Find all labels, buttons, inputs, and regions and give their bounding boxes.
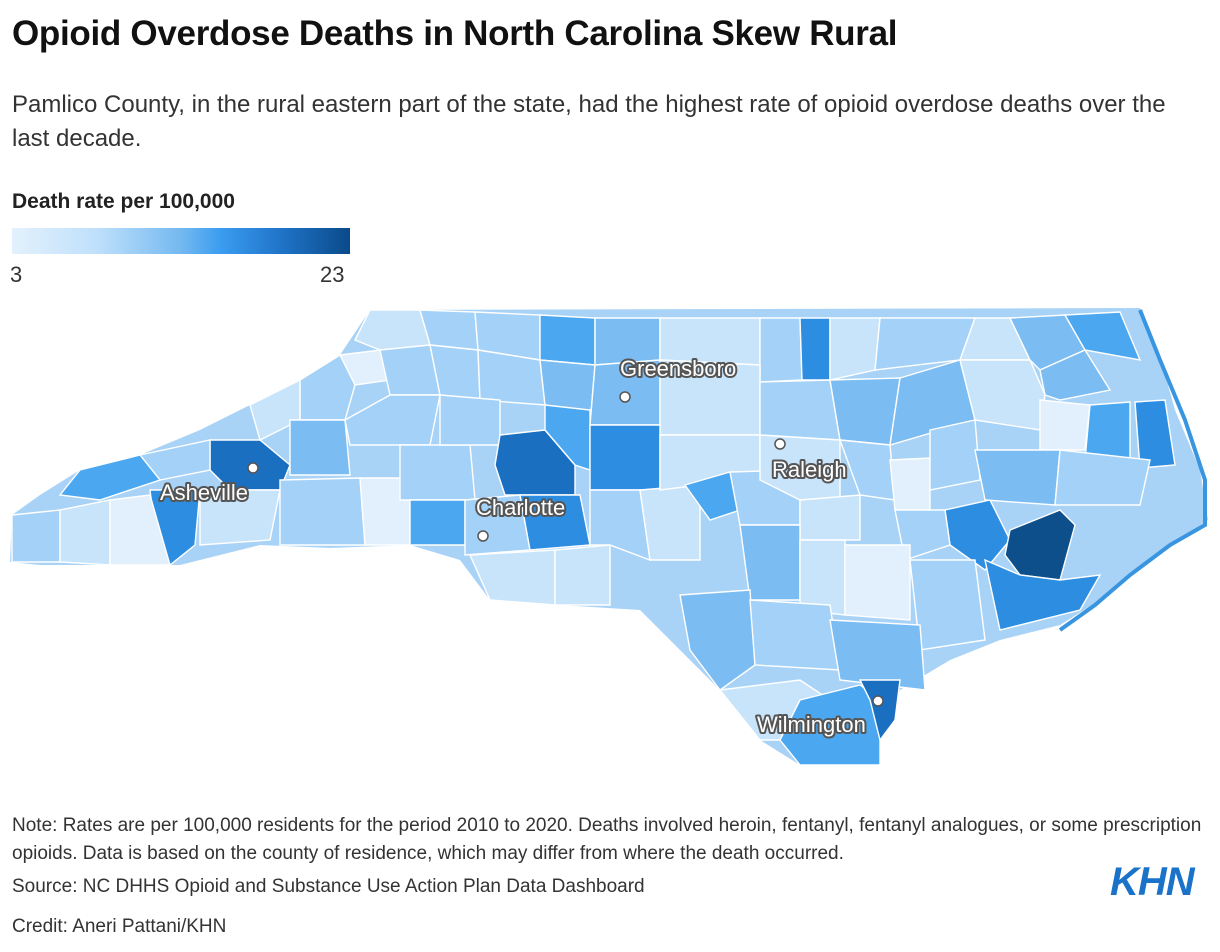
county — [829, 619, 926, 691]
city-asheville: Asheville — [158, 462, 259, 507]
county — [739, 524, 801, 601]
county — [844, 544, 911, 621]
county — [439, 394, 501, 446]
county — [974, 449, 1061, 506]
county — [354, 309, 431, 351]
county — [759, 379, 841, 441]
county — [589, 424, 661, 491]
city-marker-icon — [872, 695, 884, 707]
county — [1054, 449, 1151, 506]
city-marker-icon — [477, 530, 489, 542]
county — [929, 419, 981, 491]
county-group — [11, 309, 1176, 766]
county — [779, 684, 881, 766]
county — [889, 457, 931, 511]
county — [199, 489, 281, 546]
nc-county-map: Asheville Charlotte Greensboro Raleigh W… — [10, 308, 1208, 766]
county — [59, 499, 111, 566]
county — [554, 544, 611, 606]
legend-title: Death rate per 100,000 — [12, 190, 235, 213]
county — [829, 317, 881, 381]
city-label: Charlotte — [476, 495, 565, 520]
county — [759, 317, 803, 383]
county — [829, 377, 901, 446]
county — [589, 489, 651, 562]
city-charlotte: Charlotte — [474, 493, 567, 542]
county — [858, 679, 901, 742]
county — [58, 454, 162, 501]
county — [344, 394, 441, 446]
county — [279, 477, 366, 546]
outer-banks — [1058, 309, 1207, 632]
city-label: Wilmington — [757, 712, 866, 737]
county — [1134, 399, 1176, 469]
khn-logo: KHN — [1110, 860, 1195, 904]
city-label: Asheville — [160, 480, 248, 505]
legend-min-label: 3 — [10, 262, 23, 287]
city-wilmington: Wilmington — [755, 695, 884, 739]
legend-max-label: 23 — [320, 262, 345, 287]
city-raleigh: Raleigh — [770, 438, 849, 484]
county — [749, 599, 841, 671]
source-line: Source: NC DHHS Opioid and Substance Use… — [12, 876, 645, 897]
county — [399, 444, 476, 501]
county — [679, 589, 756, 691]
county — [1063, 311, 1142, 361]
county — [289, 419, 351, 476]
county — [799, 494, 861, 541]
city-marker-icon — [619, 391, 631, 403]
city-marker-icon — [247, 462, 259, 474]
county — [984, 558, 1102, 631]
county — [544, 404, 591, 471]
county — [799, 317, 831, 381]
city-label: Raleigh — [772, 457, 847, 482]
county — [909, 559, 986, 651]
chart-title: Opioid Overdose Deaths in North Carolina… — [12, 14, 898, 53]
county — [639, 484, 701, 561]
footnote: Note: Rates are per 100,000 residents fo… — [12, 815, 1202, 864]
county — [1039, 399, 1091, 451]
county — [539, 314, 596, 366]
credit-line: Credit: Aneri Pattani/KHN — [12, 916, 227, 937]
county — [1039, 349, 1112, 401]
city-marker-icon — [774, 438, 786, 450]
county — [468, 549, 556, 606]
county — [11, 509, 61, 563]
chart-subtitle: Pamlico County, in the rural eastern par… — [12, 91, 1166, 152]
city-label: Greensboro — [620, 356, 736, 381]
legend-color-scale — [12, 228, 350, 254]
county — [409, 499, 466, 546]
city-greensboro: Greensboro — [618, 354, 738, 403]
county — [109, 494, 171, 566]
